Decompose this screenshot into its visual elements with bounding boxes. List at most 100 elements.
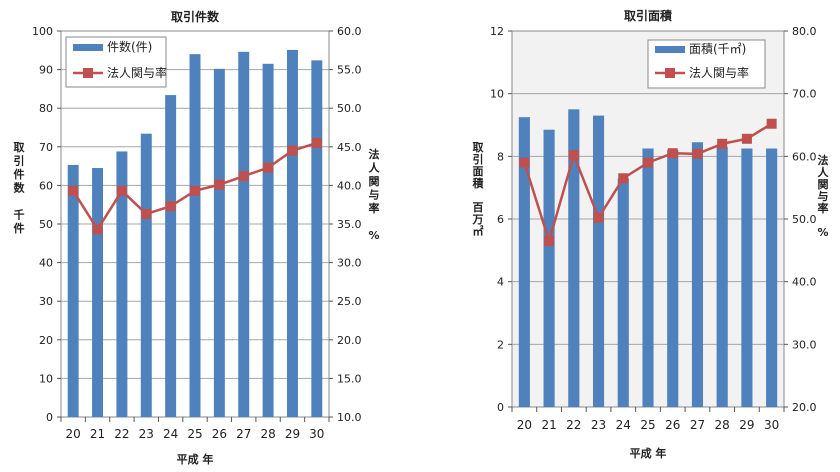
y-tick-label-left: 0 <box>46 411 53 424</box>
legend-swatch-marker <box>83 68 93 78</box>
legend-label-bar: 件数(件) <box>107 39 152 54</box>
line-marker <box>593 212 604 223</box>
y-axis-label-right: % <box>368 229 379 242</box>
bar <box>568 109 580 407</box>
y-tick-label-left: 2 <box>497 338 504 351</box>
y-tick-label-right: 60.0 <box>337 25 362 38</box>
y-tick-label-right: 20.0 <box>792 401 817 414</box>
y-axis-label-right: 率 <box>369 201 380 215</box>
x-tick-label: 28 <box>715 418 730 432</box>
bar <box>165 95 177 418</box>
x-tick-label: 29 <box>739 418 754 432</box>
bar <box>286 49 298 417</box>
y-tick-label-right: 35.0 <box>337 218 362 231</box>
y-tick-label-right: 20.0 <box>337 334 362 347</box>
y-axis-label-left: 件 <box>14 167 25 181</box>
bar <box>741 148 753 407</box>
x-tick-label: 30 <box>309 427 324 441</box>
line-marker <box>643 157 653 168</box>
x-tick-label: 23 <box>139 427 154 441</box>
x-axis-label: 平成 年 <box>630 446 667 460</box>
legend-swatch-marker <box>665 68 675 78</box>
y-tick-label-right: 50.0 <box>792 213 817 226</box>
line-marker <box>766 118 777 129</box>
y-tick-label-right: 40.0 <box>337 179 362 192</box>
x-tick-label: 21 <box>90 427 105 441</box>
y-axis-label-left: ㎡ <box>473 224 484 238</box>
line-marker <box>214 179 225 190</box>
y-axis-label-right: 法 <box>818 153 829 167</box>
x-tick-label: 27 <box>690 418 705 432</box>
y-tick-label-right: 30.0 <box>792 338 817 351</box>
line-marker <box>544 235 555 246</box>
line-marker <box>519 157 530 168</box>
y-tick-label-left: 100 <box>32 25 53 38</box>
y-axis-label-left: 百 <box>473 201 484 214</box>
legend-label-line: 法人関与率 <box>107 65 167 80</box>
y-tick-label-right: 30.0 <box>337 257 362 270</box>
bar <box>691 142 704 407</box>
bar <box>766 148 778 407</box>
x-axis-label: 平成 年 <box>177 452 214 466</box>
y-tick-label-right: 70.0 <box>792 88 817 101</box>
x-tick-label: 26 <box>665 418 680 432</box>
y-axis-label-right: 人 <box>369 161 381 175</box>
x-tick-label: 22 <box>566 418 581 432</box>
x-tick-label: 21 <box>541 418 556 432</box>
line-marker <box>692 148 703 159</box>
line-marker <box>667 148 678 159</box>
bar <box>140 133 152 417</box>
y-tick-label-left: 30 <box>39 295 53 308</box>
line-marker <box>141 208 152 219</box>
y-tick-label-left: 70 <box>39 141 53 154</box>
line-marker <box>741 133 752 144</box>
y-tick-label-right: 80.0 <box>792 25 817 38</box>
line-marker <box>568 150 579 161</box>
bar <box>518 117 530 408</box>
y-axis-label-left: 万 <box>472 213 484 226</box>
y-tick-label-right: 25.0 <box>337 295 362 308</box>
y-tick-label-left: 4 <box>497 276 504 289</box>
line-marker <box>165 201 176 212</box>
legend-label-line: 法人関与率 <box>689 65 749 80</box>
y-axis-label-right: % <box>817 226 828 239</box>
line-marker <box>68 185 79 196</box>
y-axis-label-right: 人 <box>818 165 830 179</box>
y-axis-label-left: 積 <box>472 176 485 190</box>
y-tick-label-left: 90 <box>39 64 53 77</box>
x-tick-label: 29 <box>285 427 300 441</box>
x-tick-label: 27 <box>236 427 251 441</box>
y-tick-label-left: 12 <box>490 25 504 38</box>
y-axis-label-left: 数 <box>14 181 26 195</box>
y-tick-label-left: 80 <box>39 102 53 115</box>
bar <box>213 68 225 417</box>
legend-swatch-bar <box>655 46 685 53</box>
y-tick-label-right: 50.0 <box>337 102 362 115</box>
y-tick-label-left: 20 <box>39 334 53 347</box>
y-axis-label-right: 法 <box>369 147 380 161</box>
bar <box>238 51 250 418</box>
line-marker <box>190 185 200 196</box>
legend-swatch-bar <box>73 44 103 51</box>
y-axis-label-left: 取 <box>14 141 25 154</box>
chart-title: 取引面積 <box>624 8 673 23</box>
bar <box>592 115 605 407</box>
bar <box>67 164 79 417</box>
y-axis-label-left: 引 <box>473 152 484 166</box>
y-tick-label-left: 6 <box>497 213 504 226</box>
x-tick-label: 25 <box>187 427 202 441</box>
y-tick-label-left: 0 <box>497 401 504 414</box>
line-marker <box>263 162 274 173</box>
bar <box>543 129 555 407</box>
y-tick-label-right: 40.0 <box>792 276 817 289</box>
x-tick-label: 20 <box>517 418 532 432</box>
line-marker <box>717 138 728 149</box>
line-marker <box>618 173 629 184</box>
bar <box>311 60 323 417</box>
y-axis-label-left: 千 <box>14 208 25 222</box>
x-tick-label: 30 <box>764 418 779 432</box>
x-tick-label: 25 <box>640 418 655 432</box>
x-tick-label: 28 <box>260 427 275 441</box>
bar <box>262 63 274 418</box>
